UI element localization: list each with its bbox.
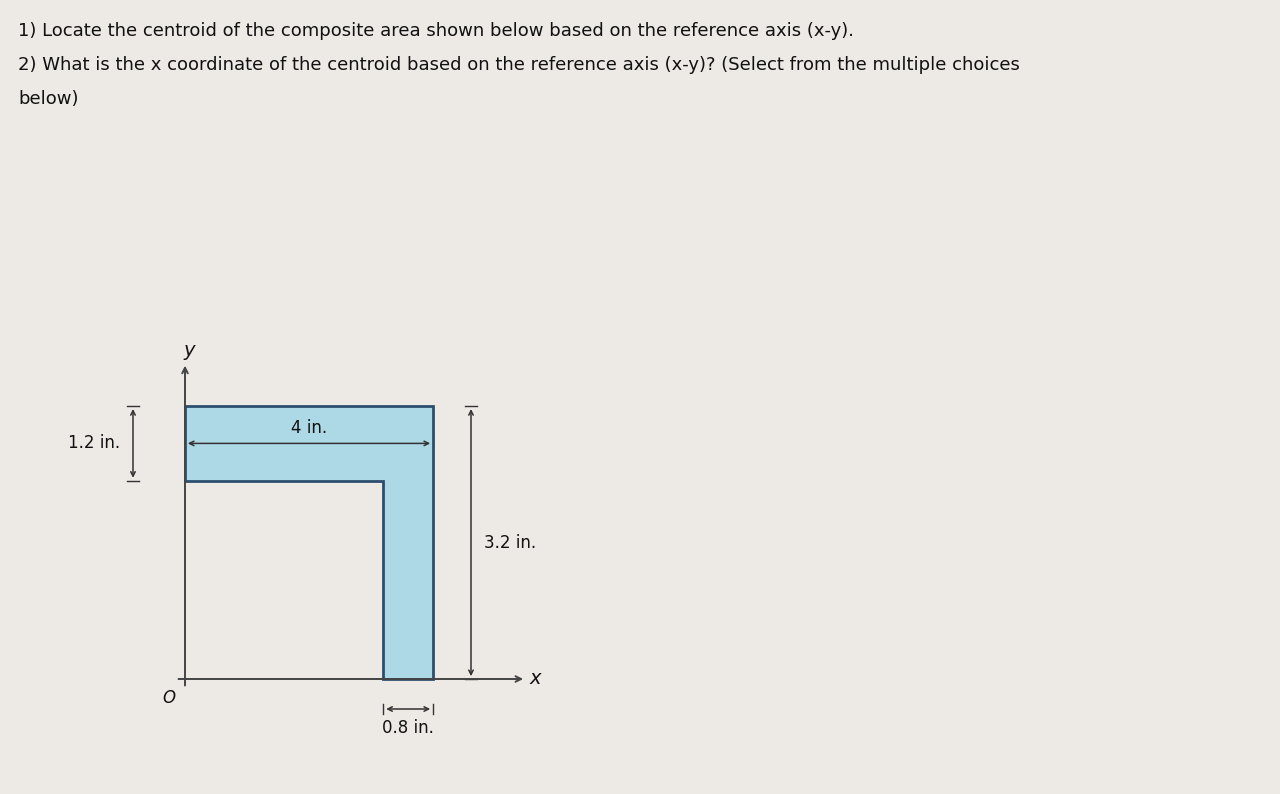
Text: 3.2 in.: 3.2 in. (484, 534, 536, 552)
Polygon shape (186, 407, 433, 679)
Text: x: x (529, 669, 540, 688)
Text: 1) Locate the centroid of the composite area shown below based on the reference : 1) Locate the centroid of the composite … (18, 22, 854, 40)
Text: 0.8 in.: 0.8 in. (383, 719, 434, 737)
Text: 4 in.: 4 in. (291, 419, 328, 437)
Text: O: O (161, 689, 175, 707)
Text: below): below) (18, 90, 78, 108)
Text: 2) What is the x coordinate of the centroid based on the reference axis (x-y)? (: 2) What is the x coordinate of the centr… (18, 56, 1020, 74)
Text: y: y (183, 341, 195, 360)
Text: 1.2 in.: 1.2 in. (68, 434, 120, 453)
